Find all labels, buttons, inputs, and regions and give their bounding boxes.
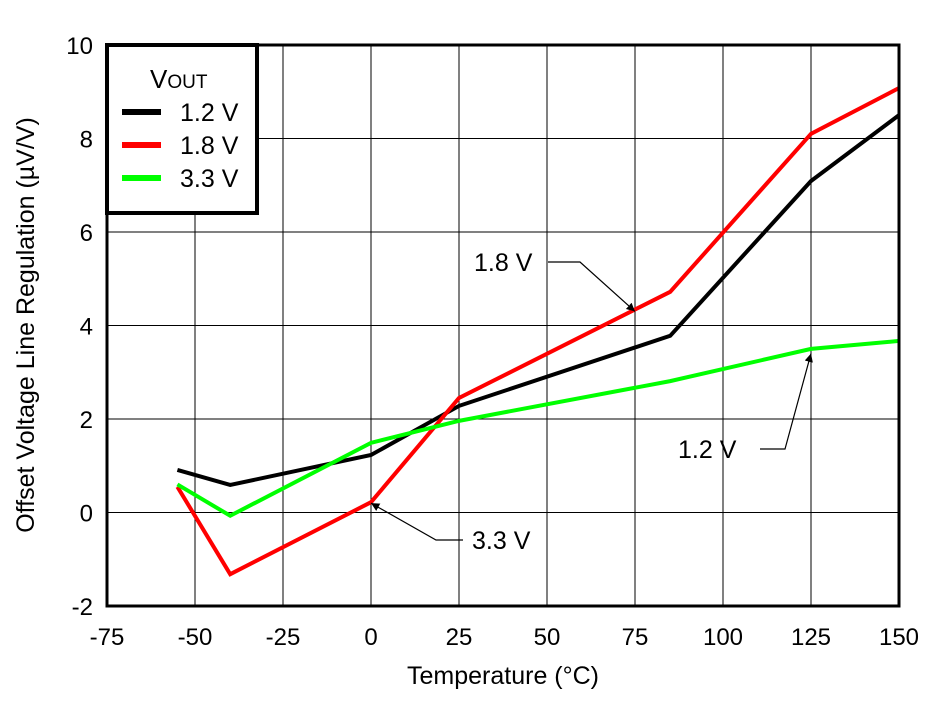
y-tick-label: 6 [80, 220, 93, 247]
legend-box [105, 43, 259, 215]
annotation-arrow [760, 353, 813, 450]
y-tick-label: 0 [80, 501, 93, 528]
annotation-label: 1.2 V [678, 436, 737, 464]
legend-title: VOUT [150, 64, 208, 94]
x-tick-label: -75 [90, 624, 125, 651]
annotations: 1.8 V 1.2 V 3.3 V [370, 249, 813, 555]
x-tick-label: 100 [703, 624, 743, 651]
series-line-12 [176, 113, 901, 487]
legend: VOUT 1.2 V 1.8 V 3.3 V [105, 43, 259, 215]
y-tick-label: 2 [80, 407, 93, 434]
x-tick-label: 25 [446, 624, 473, 651]
annotation-label: 1.8 V [474, 249, 533, 277]
x-tick-label: 50 [534, 624, 561, 651]
y-tick-labels: -2 0 2 4 6 8 10 [66, 33, 93, 621]
y-tick-label: 10 [66, 33, 93, 60]
x-axis-label: Temperature (°C) [407, 662, 599, 690]
annotation-label: 3.3 V [472, 527, 531, 555]
legend-label: 1.8 V [180, 132, 239, 160]
plot-frame [105, 43, 901, 608]
x-tick-label: -50 [178, 624, 213, 651]
y-tick-label: -2 [72, 594, 93, 621]
x-tick-labels: -75 -50 -25 0 25 50 75 100 125 150 [90, 624, 919, 651]
y-tick-label: 4 [80, 314, 93, 341]
x-tick-label: 125 [791, 624, 831, 651]
series-line-33 [176, 338, 900, 519]
y-tick-label: 8 [80, 127, 93, 154]
x-tick-label: 75 [622, 624, 649, 651]
y-axis-label: Offset Voltage Line Regulation (µV/V) [12, 117, 40, 533]
series-line-18 [175, 86, 900, 577]
legend-label: 1.2 V [180, 99, 239, 127]
series-lines [175, 86, 901, 577]
x-tick-label: 150 [879, 624, 919, 651]
annotation-arrow [370, 502, 463, 541]
x-tick-label: -25 [266, 624, 301, 651]
annotation-arrow [548, 261, 636, 312]
x-tick-label: 0 [364, 624, 377, 651]
legend-label: 3.3 V [180, 165, 239, 193]
